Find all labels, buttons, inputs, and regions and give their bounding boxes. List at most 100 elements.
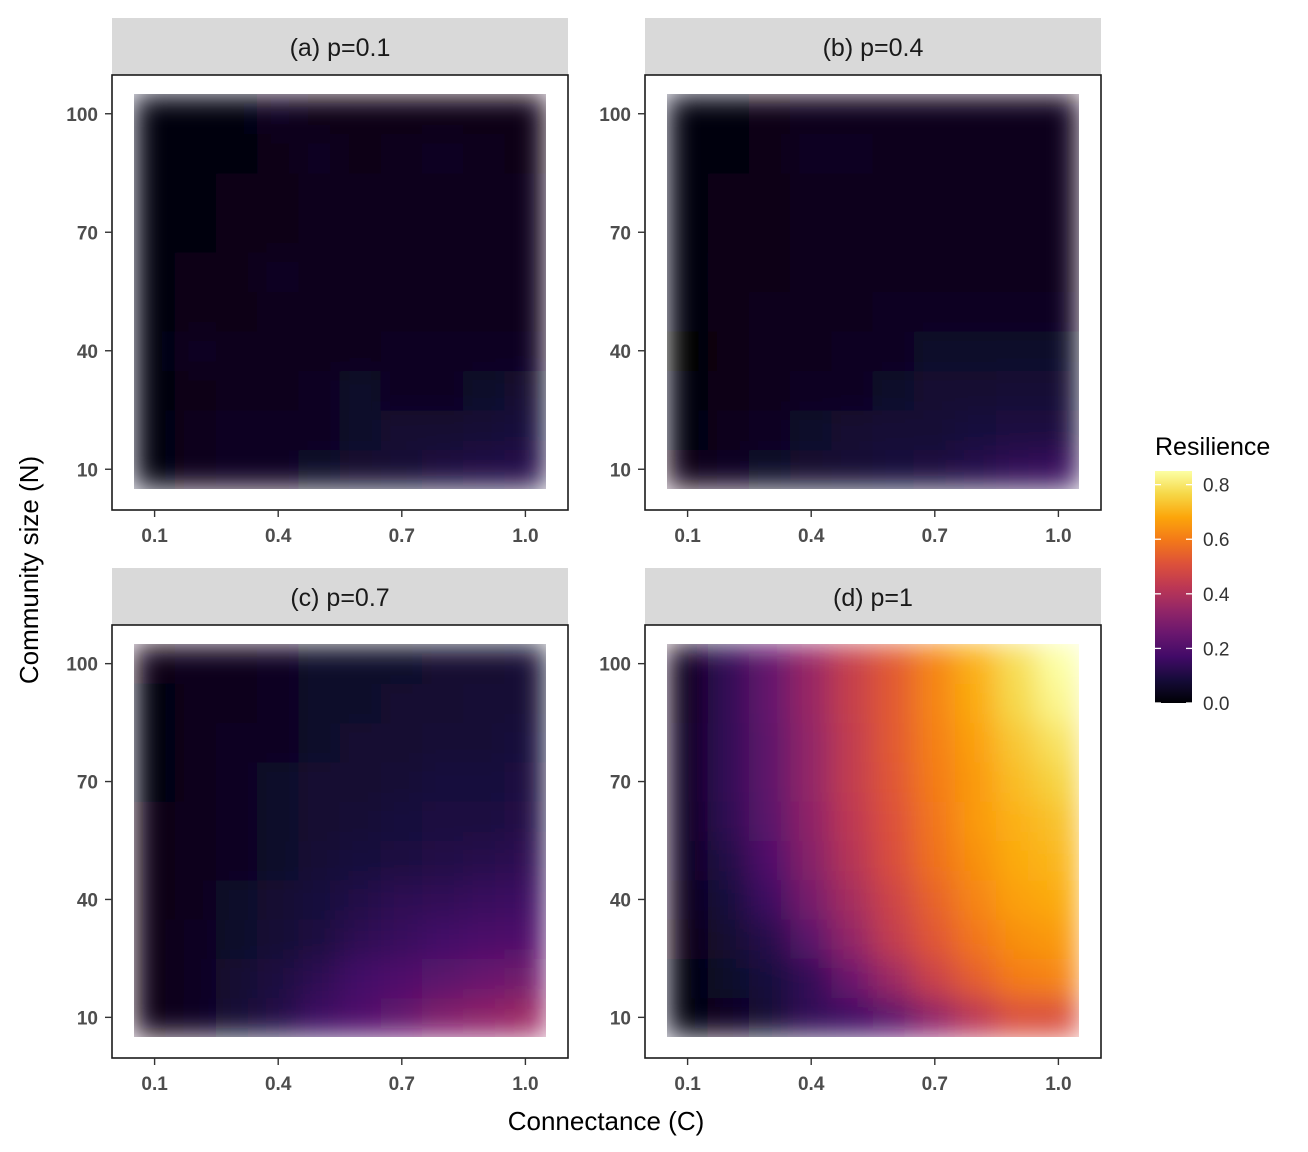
heatmap-cell <box>174 291 218 332</box>
heatmap-cell <box>463 251 506 293</box>
heatmap-cell <box>831 958 874 999</box>
heatmap-cell <box>790 330 833 372</box>
y-tick-label: 100 <box>599 105 631 126</box>
facet-strip <box>112 18 568 75</box>
heatmap-cell <box>380 801 424 842</box>
heatmap-cell <box>504 761 546 802</box>
heatmap-cell <box>996 94 1039 135</box>
heatmap-cell <box>748 94 792 135</box>
x-tick-label: 0.1 <box>141 1074 168 1095</box>
heatmap-cell <box>748 722 792 763</box>
heatmap-cell <box>421 409 465 451</box>
heatmap-cell <box>748 879 792 920</box>
heatmap-cell <box>707 761 751 802</box>
heatmap-cell <box>421 683 465 724</box>
facet-strip-label: (c) p=0.7 <box>290 584 389 612</box>
y-tick-label: 70 <box>610 223 631 244</box>
heatmap-cell <box>339 840 383 881</box>
heatmap-cell <box>748 801 792 842</box>
heatmap-cell <box>872 958 916 999</box>
heatmap-cell <box>298 409 341 451</box>
heatmap-cell <box>913 212 957 253</box>
heatmap-cell <box>257 879 300 920</box>
heatmap-cell <box>913 291 957 332</box>
y-tick-label: 10 <box>77 460 98 481</box>
heatmap-cell <box>463 879 506 920</box>
heatmap-cell <box>380 840 424 881</box>
heatmap-cell <box>748 172 792 214</box>
heatmap-cell <box>339 172 383 214</box>
heatmap-cell <box>748 683 792 724</box>
heatmap-cell <box>913 172 957 214</box>
heatmap-cell <box>913 919 957 959</box>
heatmap-cell <box>134 449 177 489</box>
heatmap-cells <box>667 94 1079 489</box>
y-tick-label: 70 <box>77 773 98 794</box>
heatmap-cell <box>174 683 218 724</box>
heatmap-cell <box>421 449 465 489</box>
heatmap-cell <box>463 330 506 372</box>
heatmap-cell <box>913 879 957 920</box>
heatmap-cell <box>257 761 300 802</box>
x-tick-label: 0.1 <box>674 1074 701 1095</box>
heatmap-cell <box>134 212 177 253</box>
heatmap-cell <box>954 683 998 724</box>
heatmap-cell <box>872 409 916 451</box>
heatmap-cell <box>504 251 546 293</box>
facet-strip <box>645 18 1101 75</box>
heatmap-cell <box>339 683 383 724</box>
heatmap-cell <box>504 919 546 959</box>
heatmap-cell <box>667 801 710 842</box>
heatmap-cell <box>463 840 506 881</box>
heatmap-blur-group <box>134 94 546 489</box>
heatmap-cell <box>996 251 1039 293</box>
x-tick-label: 0.7 <box>922 526 948 547</box>
legend-colorbar <box>1155 471 1192 703</box>
heatmap-cell <box>257 801 300 842</box>
heatmap-cell <box>174 449 218 489</box>
heatmap-cell <box>215 958 259 999</box>
heatmap-cell <box>954 212 998 253</box>
heatmap-cell <box>790 919 833 959</box>
panel-a: (a) p=0.1 0.1 0.4 0.7 1.0 10 40 70 100 <box>66 18 569 547</box>
heatmap-cell <box>134 330 177 372</box>
heatmap-cell <box>996 722 1039 763</box>
legend-title: Resilience <box>1155 433 1270 461</box>
heatmap-cell <box>463 761 506 802</box>
heatmap-cell <box>421 801 465 842</box>
heatmap-cell <box>380 919 424 959</box>
heatmap-cell <box>707 840 751 881</box>
heatmap-cell <box>872 997 916 1037</box>
y-tick-label: 10 <box>610 460 631 481</box>
heatmap-cell <box>996 840 1039 881</box>
heatmap-cell <box>1037 840 1079 881</box>
x-tick-label: 0.4 <box>798 526 825 547</box>
heatmap-cell <box>748 370 792 411</box>
heatmap-cell <box>1037 958 1079 999</box>
heatmap-cell <box>463 409 506 451</box>
heatmap-cell <box>463 722 506 763</box>
heatmap-cell <box>134 409 177 451</box>
heatmap-cell <box>339 879 383 920</box>
heatmap-cell <box>667 370 710 411</box>
heatmap-cell <box>380 722 424 763</box>
heatmap-cell <box>380 683 424 724</box>
heatmap-cell <box>954 133 998 174</box>
heatmap-cell <box>954 94 998 135</box>
heatmap-cell <box>790 251 833 293</box>
heatmap-cell <box>339 133 383 174</box>
heatmap-cell <box>174 761 218 802</box>
heatmap-cell <box>174 879 218 920</box>
heatmap-cell <box>913 958 957 999</box>
heatmap-cell <box>1037 997 1079 1037</box>
heatmap-cell <box>996 409 1039 451</box>
heatmap-cell <box>215 291 259 332</box>
heatmap-cell <box>504 958 546 999</box>
heatmap-cell <box>134 879 177 920</box>
heatmap-cell <box>954 330 998 372</box>
heatmap-cell <box>913 644 957 684</box>
panel-border <box>111 624 569 1059</box>
heatmap-cell <box>1037 449 1079 489</box>
heatmap-cell <box>954 409 998 451</box>
heatmap-cell <box>421 958 465 999</box>
